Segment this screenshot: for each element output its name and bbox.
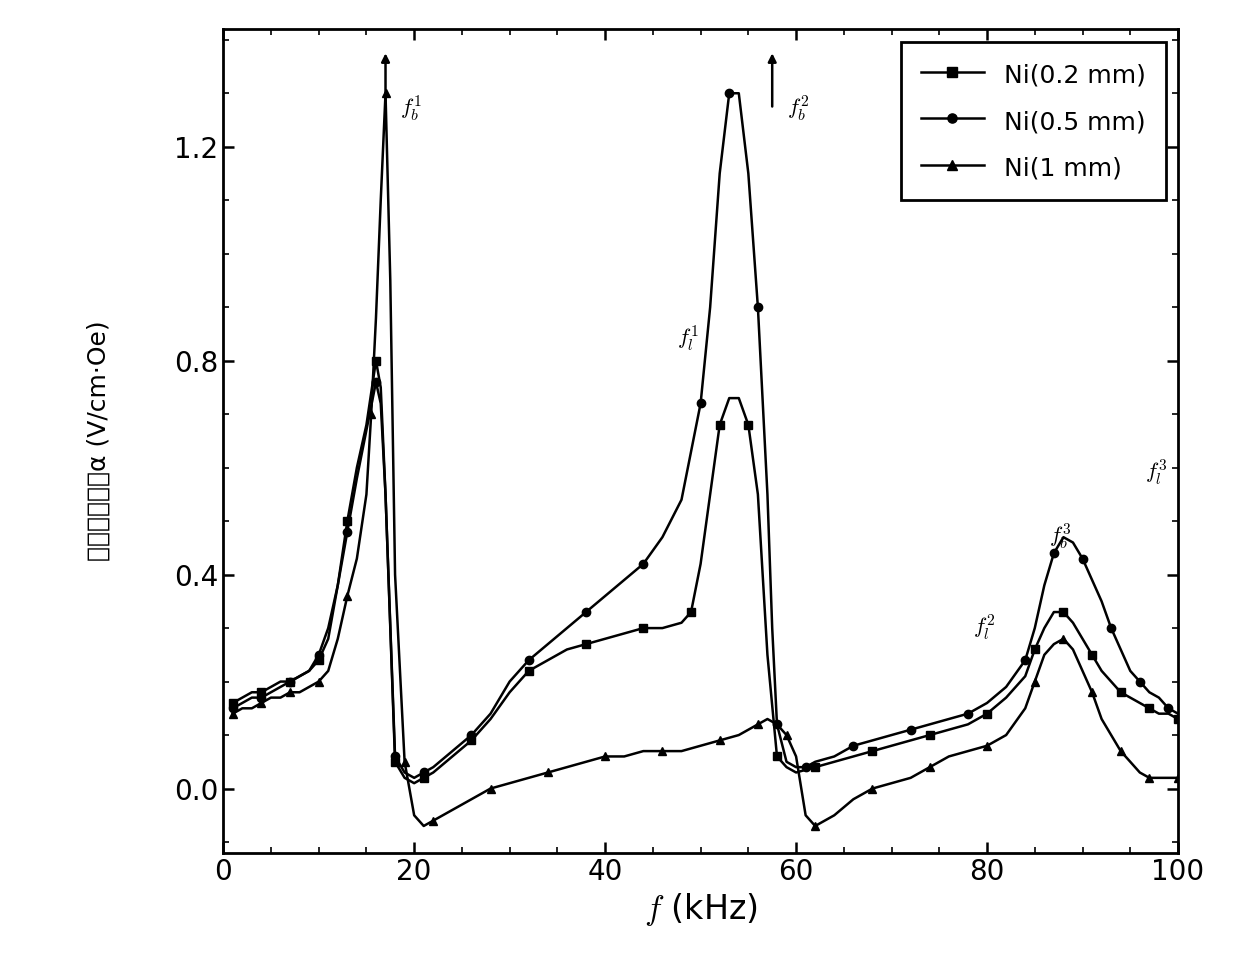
Ni(0.5 mm) [655, 531, 670, 543]
Ni(0.2 mm) [732, 392, 746, 404]
Ni(1 mm) [846, 794, 861, 805]
X-axis label: $f$ (kHz): $f$ (kHz) [644, 891, 758, 928]
Text: $f_l^3$: $f_l^3$ [1145, 457, 1167, 486]
Ni(0.5 mm) [521, 654, 536, 666]
Ni(1 mm) [740, 724, 755, 735]
Ni(0.2 mm) [1047, 607, 1061, 618]
Ni(0.2 mm) [884, 740, 899, 752]
Ni(1 mm) [884, 777, 899, 789]
Ni(1 mm) [502, 777, 517, 789]
Text: $f_l^2$: $f_l^2$ [972, 612, 996, 641]
Ni(0.5 mm) [368, 376, 383, 388]
Ni(1 mm) [378, 87, 393, 99]
Ni(0.2 mm) [407, 777, 422, 789]
Ni(0.5 mm) [1171, 707, 1185, 719]
Ni(0.5 mm) [226, 703, 241, 714]
Ni(0.5 mm) [502, 675, 517, 687]
Text: $f_b^2$: $f_b^2$ [786, 93, 808, 123]
Ni(0.2 mm) [1171, 713, 1185, 725]
Ni(0.2 mm) [368, 355, 383, 366]
Ni(0.2 mm) [293, 671, 308, 682]
Text: 磁电耦合系数α (V/cm·Oe): 磁电耦合系数α (V/cm·Oe) [87, 321, 112, 561]
Line: Ni(0.5 mm): Ni(0.5 mm) [228, 89, 1182, 782]
Line: Ni(1 mm): Ni(1 mm) [228, 89, 1182, 830]
Ni(0.5 mm) [765, 622, 780, 634]
Text: $f_b^3$: $f_b^3$ [1049, 521, 1071, 550]
Legend: Ni(0.2 mm), Ni(0.5 mm), Ni(1 mm): Ni(0.2 mm), Ni(0.5 mm), Ni(1 mm) [901, 42, 1166, 201]
Ni(0.5 mm) [407, 772, 422, 784]
Ni(1 mm) [226, 707, 241, 719]
Ni(0.5 mm) [616, 575, 631, 586]
Ni(0.2 mm) [226, 697, 241, 708]
Ni(0.5 mm) [722, 87, 737, 99]
Ni(1 mm) [1171, 772, 1185, 784]
Ni(0.2 mm) [541, 654, 556, 666]
Text: $f_b^1$: $f_b^1$ [399, 93, 422, 123]
Ni(1 mm) [1047, 639, 1061, 650]
Line: Ni(0.2 mm): Ni(0.2 mm) [228, 357, 1182, 788]
Ni(1 mm) [417, 820, 432, 831]
Ni(1 mm) [293, 686, 308, 698]
Text: $f_l^1$: $f_l^1$ [677, 324, 699, 353]
Ni(0.2 mm) [846, 751, 861, 763]
